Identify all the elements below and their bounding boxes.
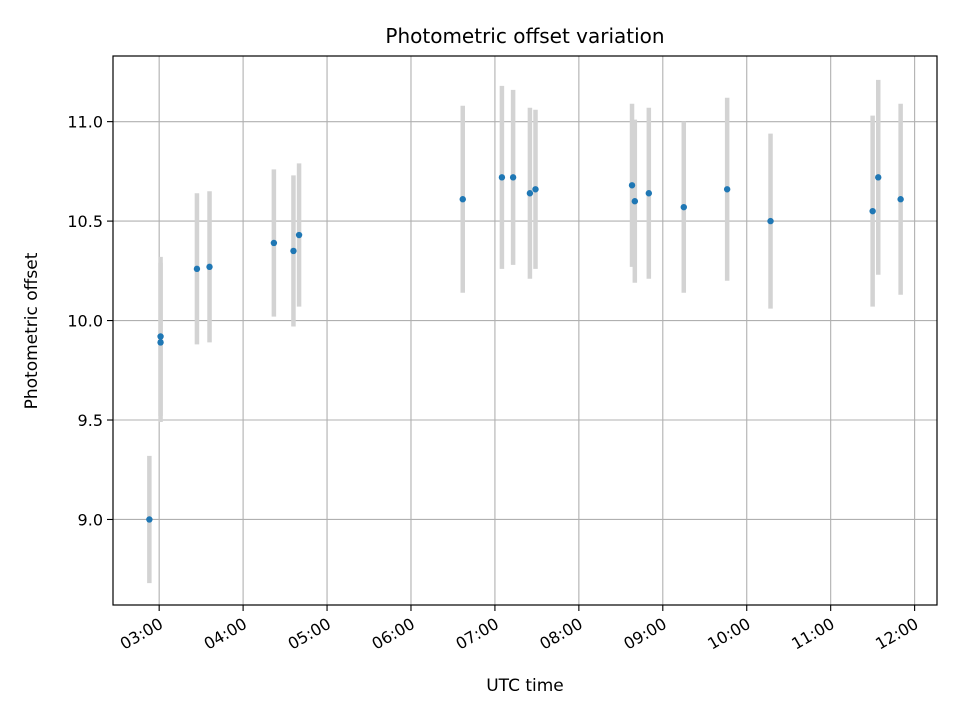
data-point [875, 174, 882, 181]
data-point [459, 196, 466, 203]
plot-area-frame [112, 55, 938, 606]
x-tick-label: 11:00 [788, 614, 837, 654]
data-point [897, 196, 904, 203]
data-point [193, 265, 201, 273]
data-point [498, 174, 506, 181]
data-point [295, 231, 303, 239]
y-axis-label: Photometric offset [22, 252, 42, 409]
data-point [767, 217, 774, 225]
x-tick-label: 03:00 [117, 614, 166, 654]
x-axis-label: UTC time [486, 676, 564, 696]
y-tick-label: 10.0 [67, 312, 103, 331]
data-point [532, 186, 539, 193]
data-point [526, 190, 534, 197]
data-point [157, 339, 164, 346]
y-tick-label: 9.0 [78, 510, 103, 529]
y-tick-label: 9.5 [78, 411, 103, 430]
data-point [290, 247, 297, 255]
x-tick-label: 06:00 [369, 614, 418, 654]
data-point [645, 190, 653, 197]
x-tick-label: 09:00 [620, 614, 669, 654]
y-tick-label: 10.5 [67, 212, 103, 231]
y-tick-label: 11.0 [67, 113, 103, 132]
data-point [146, 516, 153, 523]
data-point [723, 186, 731, 193]
x-tick-label: 10:00 [704, 614, 753, 654]
data-point [628, 182, 636, 189]
chart-title: Photometric offset variation [385, 24, 664, 48]
data-point [157, 333, 164, 340]
data-point [680, 203, 687, 211]
data-point [509, 174, 517, 181]
error-bars [147, 79, 903, 584]
data-point [206, 263, 213, 271]
data-point [869, 207, 876, 215]
grid-lines [113, 56, 937, 605]
data-point [631, 198, 639, 205]
x-tick-label: 08:00 [536, 614, 585, 654]
x-tick-label: 07:00 [452, 614, 501, 654]
x-tick-label: 12:00 [872, 614, 921, 654]
data-points [146, 174, 904, 523]
x-tick-label: 05:00 [285, 614, 334, 654]
x-tick-label: 04:00 [201, 614, 250, 654]
data-point [270, 239, 278, 247]
